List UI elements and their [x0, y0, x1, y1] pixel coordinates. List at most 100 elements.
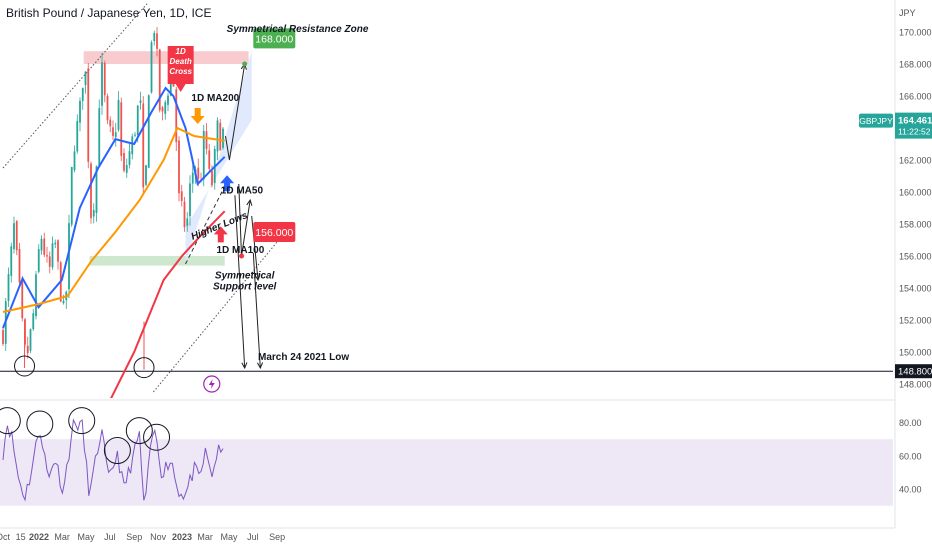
candle-body — [139, 100, 142, 104]
candle-body — [205, 131, 208, 149]
y-tick-label: 160.000 — [899, 188, 932, 198]
candle-body — [46, 255, 48, 257]
y-tick-label: 170.000 — [899, 28, 932, 38]
candle-body — [189, 183, 191, 217]
candle-body — [48, 256, 51, 267]
candle-body — [7, 274, 10, 301]
candle-body — [70, 167, 73, 225]
level-price-tag — [895, 364, 932, 379]
death-cross-badge — [167, 46, 194, 92]
projection-arrowhead — [256, 362, 264, 370]
rsi-tick-label: 80.00 — [899, 418, 922, 428]
ma-line-1d-ma100 — [110, 210, 226, 398]
candle-body — [57, 240, 59, 262]
candle-body — [101, 62, 103, 106]
rsi-tick-label: 60.00 — [899, 451, 922, 461]
projection-path-3 — [234, 195, 246, 369]
candle-body — [62, 300, 65, 304]
annotation-1d-death-cross: Death — [170, 57, 192, 66]
projection-path-1 — [225, 63, 246, 161]
candle-body — [145, 165, 147, 185]
candle-body — [153, 32, 156, 42]
candle-body — [211, 170, 213, 186]
x-tick-label: Mar — [197, 532, 213, 542]
candle-body — [95, 166, 98, 213]
annotation-symmetrical-support-level: Symmetrical — [215, 270, 275, 281]
candle-body — [21, 279, 24, 319]
candle-body — [87, 68, 90, 162]
candle-body — [158, 49, 161, 111]
target-point-green — [242, 61, 248, 67]
x-tick-label: Jul — [247, 532, 259, 542]
rsi-circled-peak-3 — [68, 407, 96, 435]
projection-arrowhead — [246, 198, 253, 206]
candle-body — [125, 165, 128, 173]
x-tick-label: Jul — [104, 532, 116, 542]
y-axis-unit: JPY — [899, 8, 916, 18]
candle-body — [123, 153, 125, 171]
candle-body — [156, 33, 158, 49]
rsi-circled-peak-2 — [26, 410, 54, 438]
target-label-red — [253, 222, 296, 242]
rsi-circled-peak-4 — [103, 437, 131, 465]
candle-body — [219, 122, 222, 151]
candle-body — [117, 99, 120, 130]
circled-low-2 — [133, 357, 155, 379]
candle-body — [32, 313, 35, 330]
resistance-zone — [83, 51, 249, 64]
candle-body — [68, 223, 70, 290]
higher-lows-line — [185, 182, 228, 265]
candle-body — [131, 136, 134, 155]
x-tick-label: 2023 — [172, 532, 192, 542]
candle-body — [92, 209, 95, 217]
target-label-text: 156.000 — [255, 227, 293, 239]
projection-channel — [185, 51, 252, 265]
candle-body — [208, 150, 211, 169]
chart-title: British Pound / Japanese Yen, 1D, ICE — [6, 6, 212, 20]
annotation-1d-ma50: 1D MA50 — [221, 186, 264, 197]
ma-line-1d-ma200 — [2, 126, 225, 313]
candle-body — [29, 329, 32, 351]
x-tick-label: May — [78, 532, 96, 542]
x-tick-label: May — [221, 532, 239, 542]
candle-body — [183, 201, 186, 228]
candle-body — [18, 249, 21, 283]
x-tick-label: Nov — [150, 532, 167, 542]
candle-body — [10, 246, 13, 276]
candle-body — [90, 163, 92, 219]
candle-body — [106, 95, 109, 121]
candle-body — [161, 107, 164, 112]
y-tick-label: 152.000 — [899, 316, 932, 326]
candle-body — [98, 108, 101, 166]
last-price-text: 164.461 — [898, 116, 932, 127]
x-tick-label: 15 — [16, 532, 26, 542]
rsi-circled-peak-6 — [143, 423, 171, 451]
candle-body — [134, 134, 136, 136]
target-point-red — [239, 253, 245, 259]
annotation-1d-death-cross: Cross — [169, 67, 192, 76]
y-tick-label: 162.000 — [899, 156, 932, 166]
target-label-text: 168.000 — [255, 33, 293, 45]
marker-arrow-up-blue — [220, 175, 235, 192]
support-zone — [89, 256, 225, 266]
candle-body — [37, 249, 40, 272]
y-tick-label: 166.000 — [899, 92, 932, 102]
x-tick-label: Sep — [269, 532, 285, 542]
channel-line-2 — [153, 234, 284, 393]
symbol-tag — [859, 113, 893, 128]
candle-body — [84, 71, 87, 86]
level-price-text: 148.800 — [898, 367, 932, 378]
candle-body — [164, 102, 167, 114]
candle-body — [26, 345, 29, 354]
y-tick-label: 148.000 — [899, 380, 932, 390]
lightning-icon — [203, 375, 221, 393]
y-tick-label: 168.000 — [899, 60, 932, 70]
candle-body — [109, 119, 112, 127]
candle-body — [103, 62, 106, 96]
candle-body — [40, 238, 43, 251]
candle-body — [43, 238, 46, 255]
projection-arrowhead — [241, 362, 248, 370]
rsi-pane — [0, 407, 893, 506]
